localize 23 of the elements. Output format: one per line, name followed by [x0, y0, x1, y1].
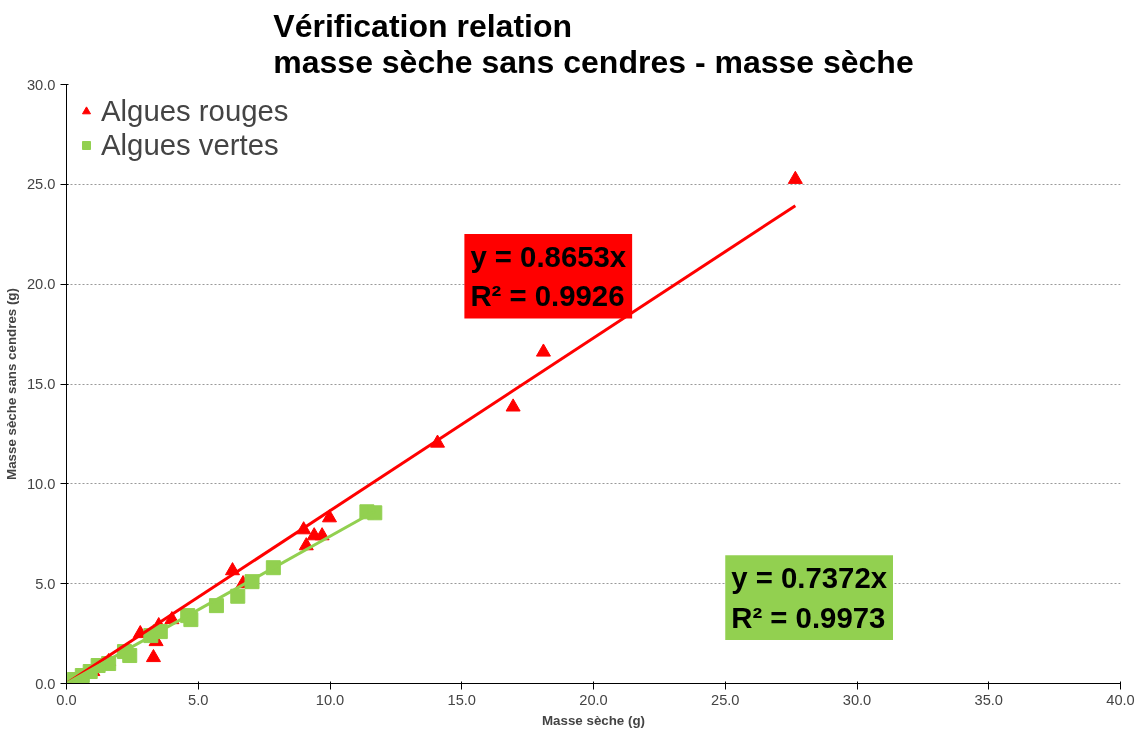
y-axis-title: Masse sèche sans cendres (g) [3, 288, 19, 480]
y-tick-label: 25.0 [26, 176, 56, 193]
x-tick-label: 35.0 [974, 691, 1004, 708]
x-tick-label: 40.0 [1106, 691, 1135, 708]
y-tick-label: 15.0 [26, 376, 56, 392]
chart-title: Vérification relation masse sèche sans cendres - masse sèche [273, 7, 914, 80]
x-tick-label: 15.0 [447, 691, 477, 708]
y-tick-label: 30.0 [26, 76, 56, 93]
annotation: y = 0.8653x R² = 0.9926 [470, 239, 627, 313]
x-tick-label: 0.0 [56, 691, 77, 708]
x-tick-label: 20.0 [579, 691, 608, 708]
x-axis-title: Masse sèche (g) [542, 712, 645, 728]
annotation: y = 0.7372x R² = 0.9973 [731, 561, 888, 634]
x-tick-label: 5.0 [188, 691, 209, 708]
legend-label: Algues vertes [101, 128, 279, 162]
x-tick-label: 25.0 [710, 691, 740, 708]
y-tick-label: 20.0 [26, 276, 56, 293]
y-tick-label: 0.0 [35, 675, 56, 692]
x-tick-label: 30.0 [842, 691, 872, 708]
y-tick-label: 10.0 [26, 475, 56, 492]
legend-label: Algues rouges [101, 94, 289, 128]
x-tick-label: 10.0 [315, 691, 345, 708]
y-tick-label: 5.0 [35, 575, 56, 592]
